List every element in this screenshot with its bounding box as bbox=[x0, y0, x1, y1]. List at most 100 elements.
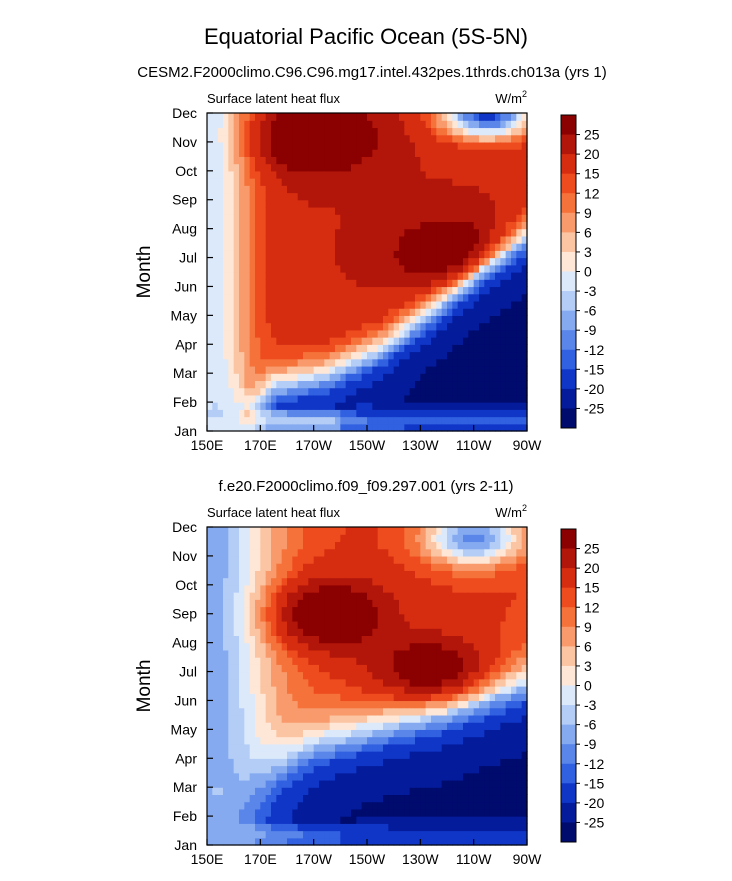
heatmap-cell bbox=[409, 206, 416, 215]
heatmap-cell bbox=[367, 758, 373, 767]
heatmap-cell bbox=[361, 534, 368, 543]
heatmap-cell bbox=[473, 394, 480, 403]
heatmap-cell bbox=[431, 170, 437, 179]
heatmap-cell bbox=[329, 816, 336, 824]
heatmap-cell bbox=[212, 686, 219, 694]
heatmap-cell bbox=[356, 584, 363, 593]
heatmap-cell bbox=[377, 344, 384, 353]
heatmap-cell bbox=[212, 584, 219, 593]
heatmap-cell bbox=[356, 736, 363, 745]
heatmap-cell bbox=[287, 279, 293, 288]
heatmap-cell bbox=[223, 830, 229, 839]
heatmap-cell bbox=[388, 214, 395, 223]
heatmap-cell bbox=[521, 409, 528, 418]
heatmap-cell bbox=[489, 243, 496, 251]
heatmap-cell bbox=[345, 678, 352, 687]
heatmap-cell bbox=[404, 606, 411, 615]
heatmap-cell bbox=[345, 772, 352, 781]
heatmap-cell bbox=[244, 365, 251, 374]
heatmap-cell bbox=[484, 156, 491, 165]
heatmap-cell bbox=[276, 293, 283, 302]
heatmap-cell bbox=[319, 293, 325, 302]
heatmap-cell bbox=[319, 686, 325, 694]
heatmap-cell bbox=[244, 337, 251, 345]
heatmap-cell bbox=[276, 308, 283, 316]
heatmap-cell bbox=[431, 592, 437, 600]
heatmap-cell bbox=[377, 548, 384, 557]
heatmap-cell bbox=[260, 707, 267, 716]
heatmap-cell bbox=[260, 649, 267, 658]
heatmap-cell bbox=[345, 170, 352, 179]
heatmap-cell bbox=[431, 830, 437, 839]
heatmap-cell bbox=[356, 402, 363, 410]
heatmap-cell bbox=[297, 707, 304, 716]
heatmap-cell bbox=[303, 235, 309, 244]
heatmap-cell bbox=[281, 214, 288, 223]
heatmap-cell bbox=[383, 751, 389, 759]
heatmap-cell bbox=[441, 257, 448, 266]
heatmap-cell bbox=[511, 380, 517, 389]
heatmap-cell bbox=[345, 315, 352, 324]
heatmap-cell bbox=[420, 358, 427, 367]
heatmap-cell bbox=[393, 808, 400, 817]
heatmap-cell bbox=[489, 394, 496, 403]
heatmap-cell bbox=[223, 170, 229, 179]
heatmap-cell bbox=[223, 394, 229, 403]
heatmap-cell bbox=[404, 272, 411, 280]
heatmap-cell bbox=[228, 577, 235, 586]
heatmap-cell bbox=[495, 127, 501, 136]
heatmap-cell bbox=[377, 243, 384, 251]
heatmap-cell bbox=[255, 787, 261, 796]
heatmap-cell bbox=[441, 199, 448, 208]
heatmap-cell bbox=[319, 657, 325, 665]
heatmap-cell bbox=[463, 113, 469, 121]
heatmap-cell bbox=[255, 613, 261, 622]
heatmap-cell bbox=[431, 394, 437, 403]
heatmap-cell bbox=[495, 199, 501, 208]
heatmap-cell bbox=[468, 772, 475, 781]
heatmap-cell bbox=[233, 830, 240, 839]
heatmap-cell bbox=[313, 409, 320, 418]
heatmap-cell bbox=[244, 751, 251, 759]
heatmap-cell bbox=[479, 373, 485, 382]
heatmap-cell bbox=[308, 185, 315, 194]
heatmap-cell bbox=[399, 801, 405, 810]
heatmap-cell bbox=[324, 736, 331, 745]
heatmap-cell bbox=[388, 808, 395, 817]
heatmap-cell bbox=[281, 671, 288, 680]
heatmap-cell bbox=[212, 192, 219, 201]
heatmap-cell bbox=[516, 315, 523, 324]
heatmap-cell bbox=[409, 120, 416, 129]
heatmap-cell bbox=[351, 555, 357, 564]
heatmap-cell bbox=[212, 714, 219, 723]
heatmap-cell bbox=[447, 765, 453, 774]
heatmap-cell bbox=[500, 221, 507, 230]
heatmap-cell bbox=[207, 751, 213, 759]
heatmap-cell bbox=[303, 837, 309, 846]
heatmap-cell bbox=[431, 286, 437, 295]
heatmap-cell bbox=[313, 541, 320, 550]
heatmap-cell bbox=[233, 127, 240, 136]
heatmap-cell bbox=[441, 113, 448, 121]
heatmap-cell bbox=[212, 416, 219, 425]
heatmap-cell bbox=[265, 373, 272, 382]
heatmap-cell bbox=[335, 235, 341, 244]
heatmap-cell bbox=[415, 380, 421, 389]
heatmap-cell bbox=[473, 329, 480, 338]
heatmap-cell bbox=[351, 765, 357, 774]
heatmap-cell bbox=[388, 758, 395, 767]
heatmap-cell bbox=[447, 606, 453, 615]
heatmap-cell bbox=[313, 599, 320, 608]
heatmap-cell bbox=[207, 584, 213, 593]
heatmap-cell bbox=[441, 563, 448, 571]
heatmap-cell bbox=[313, 678, 320, 687]
heatmap-cell bbox=[436, 635, 443, 644]
heatmap-cell bbox=[484, 250, 491, 259]
heatmap-cell bbox=[463, 300, 469, 309]
heatmap-cell bbox=[308, 801, 315, 810]
heatmap-cell bbox=[489, 272, 496, 280]
heatmap-cell bbox=[319, 548, 325, 557]
heatmap-cell bbox=[228, 300, 235, 309]
heatmap-cell bbox=[276, 577, 283, 586]
heatmap-cell bbox=[500, 235, 507, 244]
